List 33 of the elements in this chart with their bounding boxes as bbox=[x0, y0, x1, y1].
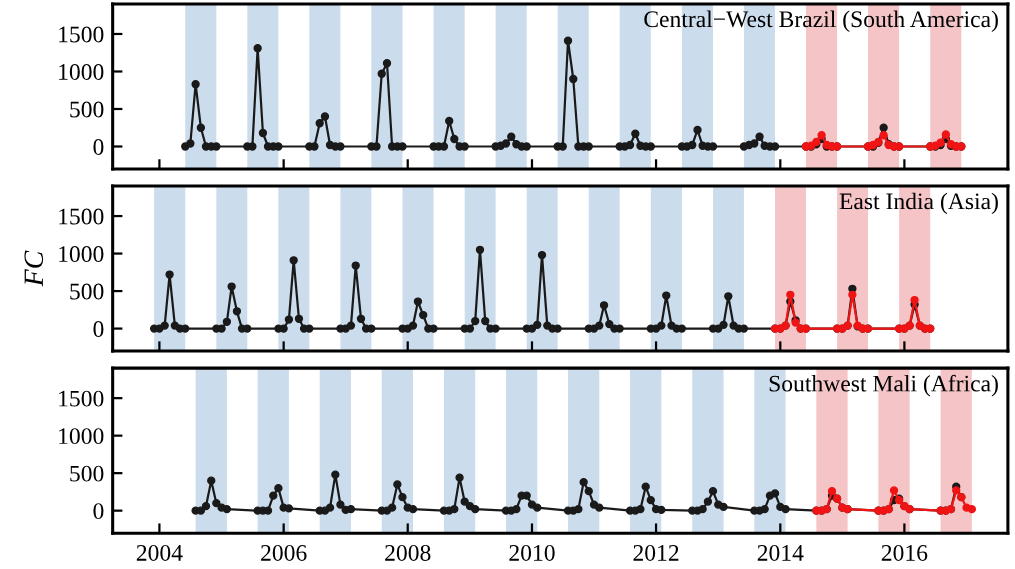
y-tick-label: 1000 bbox=[59, 246, 104, 262]
x-tick-label: 2004 bbox=[136, 544, 183, 561]
y-tick-label: 1500 bbox=[59, 26, 104, 43]
y-tick-label: 1000 bbox=[59, 428, 104, 445]
x-tick-label: 2016 bbox=[881, 544, 928, 561]
y-tick-label: 1500 bbox=[59, 390, 104, 407]
y-tick-label: 1000 bbox=[59, 63, 104, 80]
y-axis-title: FC bbox=[24, 250, 44, 287]
x-tick-label: 2010 bbox=[509, 544, 555, 561]
point bbox=[889, 486, 899, 495]
y-tick-label: 1500 bbox=[59, 208, 104, 225]
point bbox=[910, 295, 919, 305]
point bbox=[941, 130, 951, 139]
point bbox=[879, 131, 888, 140]
y-tick-label: 500 bbox=[70, 465, 104, 482]
x-tick-label: 2014 bbox=[757, 544, 804, 561]
point bbox=[848, 290, 857, 299]
point bbox=[952, 486, 961, 495]
y-tick-label: 0 bbox=[93, 503, 104, 520]
x-tick-label: 2012 bbox=[633, 544, 679, 561]
y-tick-label: 0 bbox=[93, 321, 104, 337]
chart-title: Southwest Mali (Africa) bbox=[769, 374, 998, 397]
y-tick-label: 0 bbox=[93, 138, 104, 155]
x-tick-label: 2006 bbox=[261, 544, 307, 561]
point bbox=[827, 486, 837, 496]
point bbox=[967, 504, 977, 514]
point bbox=[817, 131, 826, 140]
y-tick-label: 500 bbox=[70, 283, 104, 300]
chart-title: East India (Asia) bbox=[839, 192, 998, 215]
chart-title: Central−West Brazil (South America) bbox=[644, 10, 998, 32]
point bbox=[786, 290, 795, 299]
x-tick-label: 2008 bbox=[385, 544, 431, 561]
y-tick-label: 500 bbox=[70, 101, 104, 118]
